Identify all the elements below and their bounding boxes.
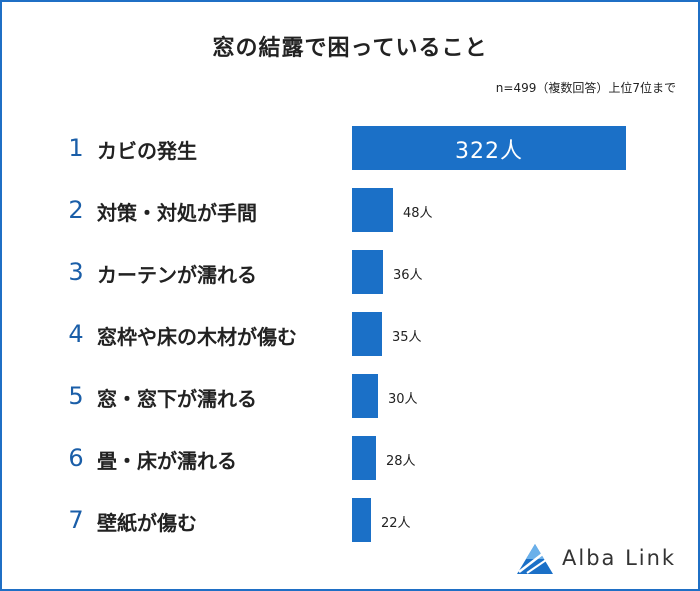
bar-row: 7 壁紙が傷む 22人 [0, 496, 700, 544]
value-label: 22人 [381, 516, 411, 531]
category-label: 畳・床が濡れる [97, 449, 237, 473]
bar [352, 498, 371, 542]
bar [352, 250, 383, 294]
category-label: 窓・窓下が濡れる [97, 387, 257, 411]
sample-note: n=499（複数回答）上位7位まで [495, 81, 676, 95]
rank-number: 4 [68, 320, 84, 348]
category-label: 対策・対処が手間 [97, 201, 257, 225]
rank-number: 7 [68, 506, 84, 534]
value-label: 30人 [388, 392, 418, 407]
alba-link-logo-icon [517, 544, 553, 574]
bar [352, 188, 393, 232]
category-label: 壁紙が傷む [97, 511, 197, 535]
rank-number: 1 [68, 134, 84, 162]
bar-row: 6 畳・床が濡れる 28人 [0, 434, 700, 482]
category-label: カビの発生 [97, 139, 197, 163]
value-label: 322人 [455, 139, 523, 164]
value-label: 35人 [392, 330, 422, 345]
value-label: 28人 [386, 454, 416, 469]
brand-logo: Alba Link [515, 540, 685, 576]
bar-row: 1 カビの発生 322人 [0, 124, 700, 172]
rank-number: 6 [68, 444, 84, 472]
category-label: カーテンが濡れる [97, 263, 257, 287]
value-label: 48人 [403, 206, 433, 221]
category-label: 窓枠や床の木材が傷む [97, 325, 297, 349]
rank-number: 3 [68, 258, 84, 286]
value-label: 36人 [393, 268, 423, 283]
rank-number: 2 [68, 196, 84, 224]
chart-title: 窓の結露で困っていること [212, 36, 488, 61]
bar-row: 2 対策・対処が手間 48人 [0, 186, 700, 234]
bar-row: 4 窓枠や床の木材が傷む 35人 [0, 310, 700, 358]
rank-number: 5 [68, 382, 84, 410]
brand-name: Alba Link [562, 546, 677, 570]
bar-row: 5 窓・窓下が濡れる 30人 [0, 372, 700, 420]
bar-row: 3 カーテンが濡れる 36人 [0, 248, 700, 296]
bar [352, 374, 378, 418]
bar [352, 312, 382, 356]
bar [352, 436, 376, 480]
bar [352, 126, 626, 170]
